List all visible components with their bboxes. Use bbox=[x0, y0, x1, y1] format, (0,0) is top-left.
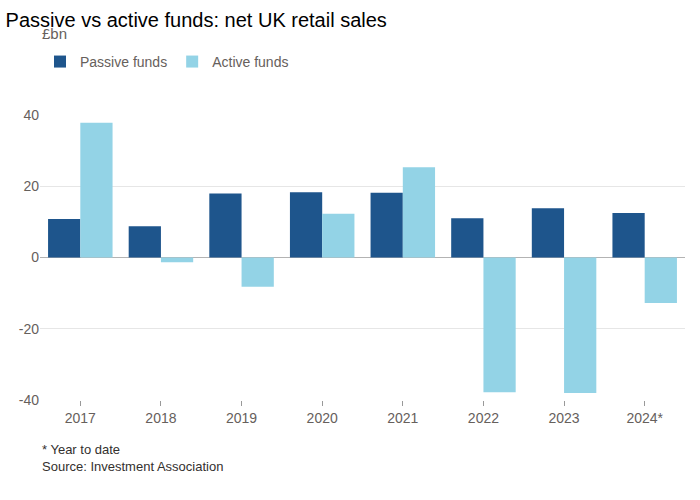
svg-text:2021: 2021 bbox=[387, 410, 418, 426]
svg-text:Passive vs active funds: net U: Passive vs active funds: net UK retail s… bbox=[6, 9, 387, 31]
svg-text:2017: 2017 bbox=[65, 410, 96, 426]
svg-text:0: 0 bbox=[31, 249, 39, 265]
svg-text:20: 20 bbox=[23, 178, 39, 194]
svg-text:2018: 2018 bbox=[145, 410, 176, 426]
svg-text:Active funds: Active funds bbox=[212, 54, 288, 70]
svg-text:-20: -20 bbox=[19, 321, 39, 337]
svg-text:2023: 2023 bbox=[548, 410, 579, 426]
svg-text:2024*: 2024* bbox=[626, 410, 663, 426]
svg-text:£bn: £bn bbox=[42, 25, 67, 42]
svg-text:2019: 2019 bbox=[226, 410, 257, 426]
svg-text:Passive funds: Passive funds bbox=[80, 54, 167, 70]
svg-text:* Year to date: * Year to date bbox=[42, 442, 120, 457]
svg-text:40: 40 bbox=[23, 107, 39, 123]
svg-text:2022: 2022 bbox=[468, 410, 499, 426]
svg-text:Source: Investment Association: Source: Investment Association bbox=[42, 459, 223, 474]
svg-text:-40: -40 bbox=[19, 392, 39, 408]
svg-text:2020: 2020 bbox=[307, 410, 338, 426]
